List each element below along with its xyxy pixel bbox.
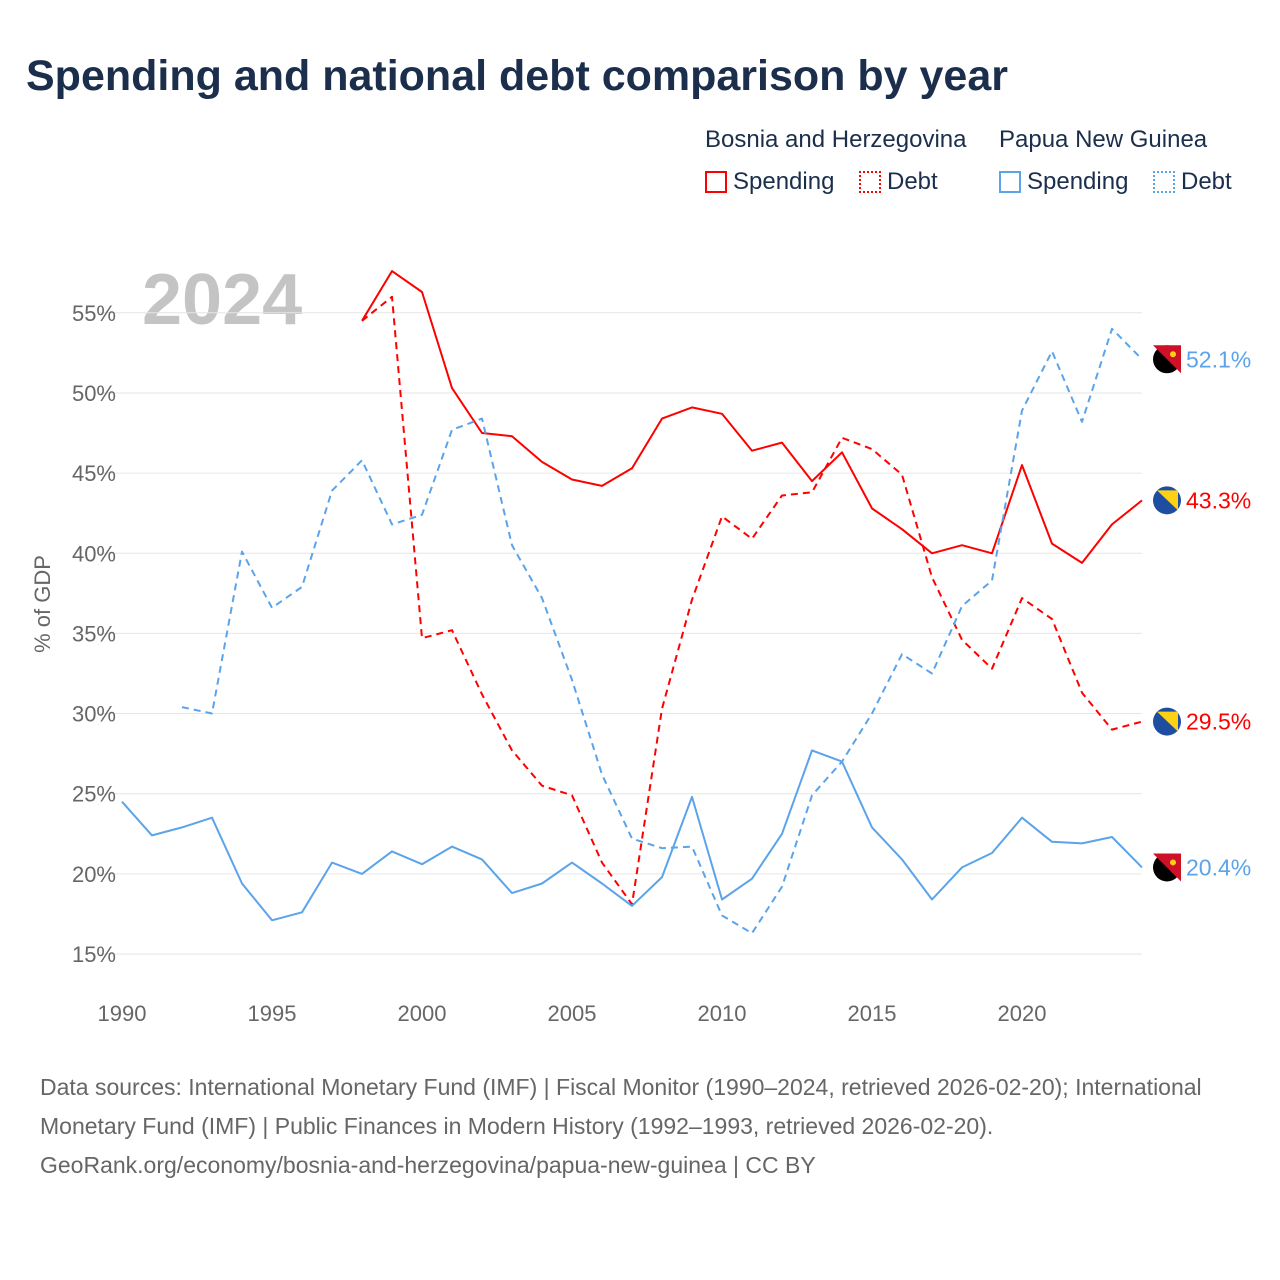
series-line-0 <box>361 270 1143 564</box>
series-line-2 <box>121 749 1143 922</box>
x-tick-label: 2020 <box>998 1001 1047 1026</box>
x-tick-label: 2005 <box>548 1001 597 1026</box>
y-tick-label: 50% <box>72 381 116 406</box>
y-tick-label: 15% <box>72 942 116 967</box>
flag-bird <box>1170 859 1176 866</box>
end-value-label: 43.3% <box>1186 487 1251 513</box>
x-tick-label: 2015 <box>848 1001 897 1026</box>
y-tick-label: 30% <box>72 702 116 727</box>
source-link[interactable]: GeoRank.org/economy/bosnia-and-herzegovi… <box>40 1152 816 1178</box>
legend-group-bosnia: Bosnia and Herzegovina <box>705 126 967 153</box>
flag-triangle <box>1157 711 1178 732</box>
series-line-1 <box>361 295 1143 906</box>
bosnia-flag-icon <box>1153 707 1181 736</box>
end-value-label: 29.5% <box>1186 709 1251 735</box>
legend-group-png: Papua New Guinea <box>999 126 1208 153</box>
legend-bih-debt[interactable]: Debt <box>859 168 938 196</box>
year-watermark: 2024 <box>142 260 302 340</box>
legend-bih-spending[interactable]: Spending <box>705 168 834 196</box>
end-value-label: 20.4% <box>1186 854 1251 880</box>
y-axis-label: % of GDP <box>30 555 55 653</box>
png-flag-icon <box>1153 345 1181 374</box>
x-tick-label: 1995 <box>248 1001 297 1026</box>
x-tick-label: 2010 <box>698 1001 747 1026</box>
page-title: Spending and national debt comparison by… <box>26 52 1008 100</box>
y-tick-label: 45% <box>72 461 116 486</box>
end-value-label: 52.1% <box>1186 346 1251 372</box>
footer: Data sources: International Monetary Fun… <box>40 1068 1240 1185</box>
data-sources: Data sources: International Monetary Fun… <box>40 1074 1202 1139</box>
y-tick-label: 55% <box>72 301 116 326</box>
flag-triangle <box>1157 490 1178 511</box>
line-chart: 2024 15% 20% 25% 30% 35% 40% 45% 50% 55% 1990 1995… <box>30 260 1251 1026</box>
png-flag-icon <box>1153 853 1181 882</box>
y-tick-label: 40% <box>72 541 116 566</box>
y-tick-label: 20% <box>72 862 116 887</box>
flag-bird <box>1170 351 1176 358</box>
legend-png-debt[interactable]: Debt <box>1153 168 1232 196</box>
x-tick-label: 2000 <box>398 1001 447 1026</box>
series-line-3 <box>181 327 1143 935</box>
bosnia-flag-icon <box>1153 486 1181 515</box>
legend-png-spending[interactable]: Spending <box>999 168 1128 196</box>
x-tick-label: 1990 <box>98 1001 147 1026</box>
y-tick-label: 35% <box>72 621 116 646</box>
y-tick-label: 25% <box>72 782 116 807</box>
